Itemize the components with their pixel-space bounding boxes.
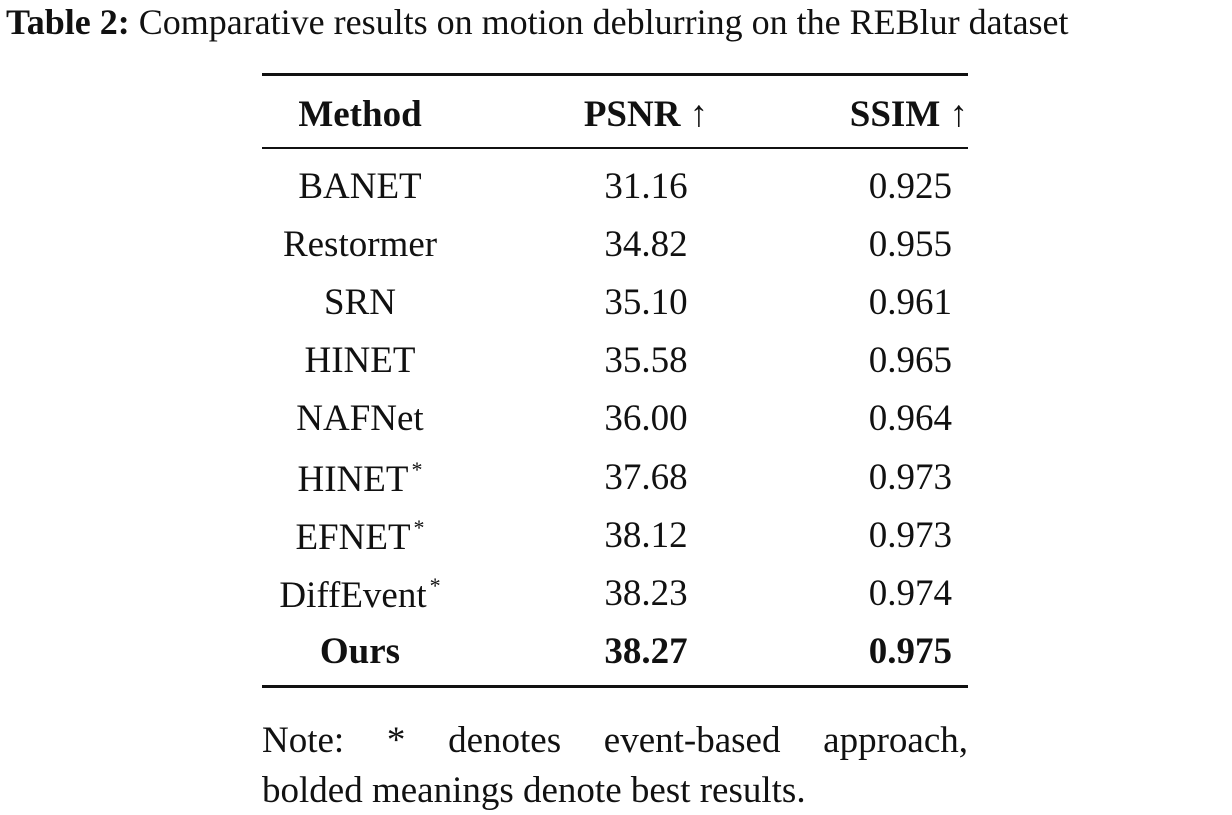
psnr-cell: 38.27 [604, 630, 688, 672]
note-line: Note: * denotes event-based approach, [262, 720, 968, 761]
method-name: Ours [319, 630, 401, 672]
ssim-cell: 0.973 [868, 456, 952, 498]
method-name: HINET [297, 458, 409, 500]
caption-label: Table 2: [6, 2, 130, 42]
bottom-rule [262, 685, 968, 688]
header-cell: SSIM ↑ [849, 94, 968, 135]
header-cell: Method [298, 94, 422, 135]
note-line: bolded meanings denote best results. [262, 770, 806, 811]
method-name: DiffEvent [279, 574, 427, 616]
method-name: HINET [304, 340, 416, 382]
method-cell: BANET [262, 168, 458, 205]
ssim-cell: 0.975 [868, 630, 952, 672]
method-name: NAFNet [296, 398, 424, 440]
method-cell: EFNET * [262, 514, 458, 558]
event-marker: * [429, 572, 441, 598]
psnr-cell: 35.10 [604, 282, 688, 324]
psnr-cell: 35.58 [604, 340, 688, 382]
method-name: Restormer [282, 224, 438, 266]
event-marker: * [413, 514, 425, 540]
method-cell: Restormer [262, 226, 458, 263]
ssim-cell: 0.964 [868, 398, 952, 440]
method-name: BANET [298, 166, 422, 207]
caption-text: Comparative results on motion deblurring… [138, 2, 1069, 42]
ssim-cell: 0.925 [868, 166, 952, 207]
top-rule [262, 73, 968, 76]
ssim-cell: 0.965 [868, 340, 952, 382]
psnr-cell: 31.16 [604, 166, 688, 207]
ssim-cell: 0.961 [868, 282, 952, 324]
method-cell: SRN [262, 284, 458, 321]
event-marker: * [411, 456, 423, 482]
method-cell: DiffEvent * [262, 572, 458, 616]
method-name: SRN [324, 282, 396, 324]
method-name: EFNET [295, 516, 411, 558]
psnr-cell: 38.23 [604, 572, 688, 614]
psnr-cell: 38.12 [604, 514, 688, 556]
psnr-cell: 37.68 [604, 456, 688, 498]
method-cell: HINET [262, 342, 458, 379]
method-cell: Ours [262, 633, 458, 670]
psnr-cell: 34.82 [604, 224, 688, 266]
ssim-cell: 0.974 [868, 572, 952, 614]
ssim-cell: 0.955 [868, 224, 952, 266]
header-cell: PSNR ↑ [583, 94, 709, 135]
caption: Table 2: Comparative results on motion d… [6, 4, 1069, 40]
mid-rule [262, 147, 968, 149]
ssim-cell: 0.973 [868, 514, 952, 556]
method-cell: NAFNet [262, 400, 458, 437]
method-cell: HINET * [262, 456, 458, 500]
psnr-cell: 36.00 [604, 398, 688, 440]
